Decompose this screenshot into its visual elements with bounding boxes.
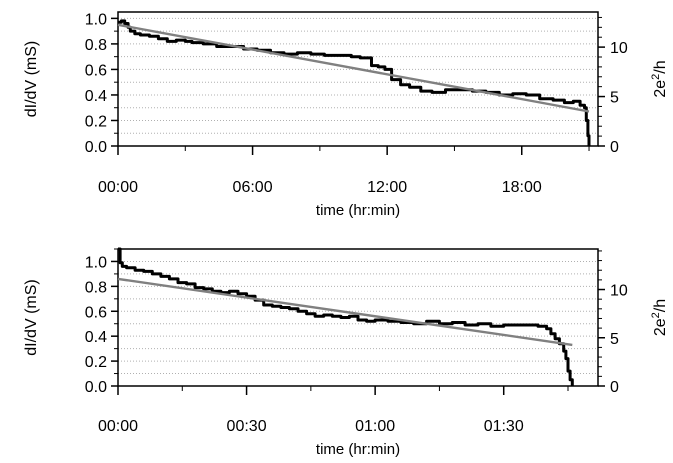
x-tick-label: 01:00	[355, 418, 395, 435]
conductance-trace	[118, 19, 591, 146]
y2-axis-title: 2e2/h	[650, 299, 669, 336]
y2-axis-title-base: 2e	[652, 80, 669, 98]
y-tick-label: 0.6	[85, 304, 107, 321]
x-tick-label: 00:00	[98, 179, 138, 196]
x-tick-label: 06:00	[233, 179, 273, 196]
y2-axis-title-tail: /h	[652, 299, 669, 312]
y-tick-label: 1.0	[85, 254, 107, 271]
y2-axis-title-base: 2e	[652, 318, 669, 336]
x-tick-label: 00:30	[227, 418, 267, 435]
linear-fit-line	[117, 277, 573, 347]
x-tick-label: 12:00	[367, 179, 407, 196]
plot-frame	[117, 248, 599, 387]
y-axis-title: dI/dV (mS)	[23, 279, 40, 355]
y-tick-label: 0.2	[85, 354, 107, 371]
x-axis-title: time (hr:min)	[316, 202, 400, 219]
y-tick-label: 0.8	[85, 37, 107, 54]
y2-tick-label: 0	[610, 139, 619, 156]
y2-axis-title-sup: 2	[650, 74, 662, 80]
y-tick-label: 0.6	[85, 62, 107, 79]
x-tick-label: 18:00	[502, 179, 542, 196]
x-axis-title: time (hr:min)	[316, 441, 400, 458]
y-tick-label: 0.0	[85, 379, 107, 396]
plot-frame	[117, 11, 599, 147]
y-tick-label: 0.2	[85, 113, 107, 130]
y-tick-label: 0.0	[85, 139, 107, 156]
y2-tick-label: 10	[610, 40, 628, 57]
y2-tick-label: 10	[610, 283, 628, 300]
y2-tick-label: 0	[610, 379, 619, 396]
panel-top: 0.0 0.2 0.4 0.6 0.8 1.0 0 5 10 00:00 06:00 12:00 18:…	[23, 11, 669, 219]
panel-bottom: 0.0 0.2 0.4 0.6 0.8 1.0 0 5 10 00:00 00:30 01:00 01:…	[23, 247, 669, 458]
linear-fit-line	[117, 23, 590, 113]
y-tick-label: 0.4	[85, 329, 107, 346]
y2-axis-title-tail: /h	[652, 60, 669, 73]
y-tick-label: 0.8	[85, 279, 107, 296]
y2-tick-label: 5	[610, 90, 619, 107]
y-axis-title: dI/dV (mS)	[23, 41, 40, 117]
y-tick-label: 1.0	[85, 11, 107, 28]
x-tick-label: 00:00	[98, 418, 138, 435]
y-tick-label: 0.4	[85, 88, 107, 105]
x-tick-label: 01:30	[484, 418, 524, 435]
y2-axis-title: 2e2/h	[650, 60, 669, 97]
conductance-trace	[118, 247, 574, 386]
y2-axis-title-sup: 2	[650, 312, 662, 318]
y2-tick-label: 5	[610, 331, 619, 348]
